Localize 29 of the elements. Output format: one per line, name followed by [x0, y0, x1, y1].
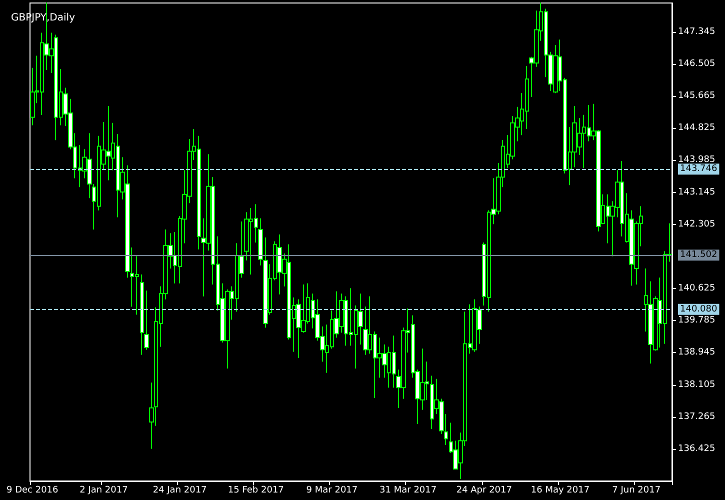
y-tick-label: 139.785 — [678, 316, 716, 326]
x-tick-label: 31 Mar 2017 — [380, 486, 437, 496]
ref-line-label: 140.080 — [680, 304, 718, 314]
y-tick-label: 143.145 — [678, 187, 716, 198]
candlestick — [258, 218, 263, 266]
x-tick-label: 9 Dec 2016 — [6, 486, 59, 496]
x-tick-label: 24 Jan 2017 — [152, 486, 207, 496]
y-tick-label: 146.505 — [678, 58, 716, 69]
y-tick-label: 147.345 — [678, 26, 716, 37]
x-tick-label: 15 Feb 2017 — [228, 486, 284, 496]
x-tick-label: 7 Jun 2017 — [612, 486, 661, 496]
y-tick-label: 140.625 — [678, 284, 716, 294]
ref-line-label: 141.502 — [680, 250, 718, 260]
y-tick-label: 138.105 — [678, 380, 716, 390]
y-tick-label: 143.985 — [678, 155, 716, 166]
ref-line-label: 143.746 — [680, 164, 718, 174]
y-tick-label: 138.945 — [678, 348, 716, 358]
candlestick — [144, 290, 149, 350]
x-tick-label: 16 May 2017 — [530, 486, 590, 496]
y-tick-label: 136.425 — [678, 444, 716, 454]
y-tick-label: 142.305 — [678, 219, 716, 230]
candlestick — [263, 237, 268, 328]
candlestick — [140, 274, 144, 356]
y-tick-label: 137.265 — [678, 412, 716, 422]
y-tick-label: 145.665 — [678, 91, 716, 102]
y-tick-label: 144.825 — [678, 123, 716, 134]
x-tick-label: 24 Apr 2017 — [456, 486, 512, 496]
x-tick-label: 9 Mar 2017 — [306, 486, 358, 496]
x-tick-label: 2 Jan 2017 — [80, 486, 128, 496]
